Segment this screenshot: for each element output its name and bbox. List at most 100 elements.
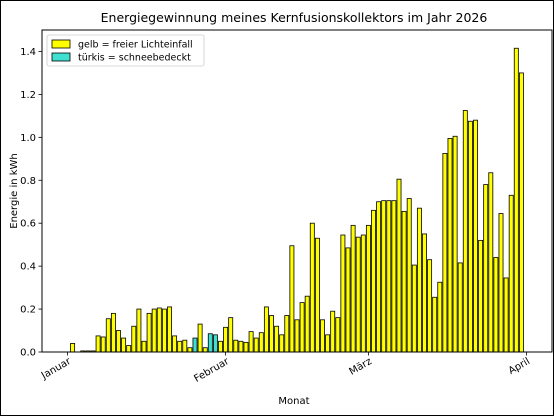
y-tick-label: 0.6	[20, 219, 36, 230]
legend-label-snow: türkis = schneebedeckt	[78, 53, 191, 64]
bar-2026-02-12	[279, 334, 285, 353]
bar-2026-03-20	[462, 110, 468, 353]
bar-2026-02-02	[228, 317, 234, 353]
bar-2026-03-14	[432, 296, 438, 353]
bar-2026-03-12	[422, 233, 427, 353]
bar-2026-02-05	[243, 341, 249, 353]
bar-2026-01-26	[192, 337, 198, 353]
bar-2026-02-18	[309, 222, 315, 353]
bar-2026-02-23	[335, 317, 341, 353]
bar-2026-03-04	[381, 200, 387, 353]
bar-2026-03-01	[365, 224, 371, 353]
x-axis-label: Monat	[278, 396, 309, 407]
bar-2026-03-07	[396, 178, 402, 353]
bar-2026-01-28	[202, 347, 208, 353]
bar-2026-03-23	[478, 239, 484, 353]
bar-2026-03-09	[406, 198, 412, 353]
plot-area-frame	[41, 29, 553, 353]
bar-2026-02-13	[284, 315, 290, 353]
bar-2026-03-22	[473, 119, 478, 353]
bar-2026-01-30	[212, 334, 218, 353]
bar-2026-01-10	[110, 312, 116, 353]
bar-2026-03-24	[483, 184, 489, 353]
y-tick-label: 1.4	[20, 47, 36, 58]
bar-2026-01-24	[182, 339, 188, 353]
bar-2026-03-29	[508, 194, 514, 353]
bar-2026-03-31	[518, 72, 524, 353]
legend: gelb = freier Lichteinfall türkis = schn…	[46, 34, 205, 67]
bar-2026-01-25	[187, 347, 193, 353]
legend-swatch-free	[51, 39, 71, 49]
bar-2026-02-20	[320, 319, 325, 353]
legend-label-free: gelb = freier Lichteinfall	[78, 40, 193, 51]
bar-2026-02-06	[248, 331, 254, 353]
bar-2026-03-11	[416, 207, 422, 353]
bar-2026-02-27	[355, 236, 361, 353]
bar-2026-03-27	[498, 213, 504, 353]
bar-2026-03-06	[391, 200, 397, 353]
bar-2026-02-14	[289, 245, 295, 353]
bar-2026-03-17	[447, 138, 453, 353]
bar-2026-01-15	[136, 308, 142, 353]
bar-2026-02-10	[269, 315, 274, 353]
y-axis: 0.0 0.2 0.4 0.6 0.8 1.0 1.2 1.4	[20, 47, 42, 359]
bar-2026-01-22	[172, 335, 178, 353]
bar-2026-01-08	[100, 336, 106, 353]
bar-2026-01-11	[116, 330, 121, 353]
bar-2026-01-31	[218, 340, 223, 353]
bar-2026-02-16	[299, 302, 305, 353]
bar-2026-03-25	[488, 172, 494, 353]
bar-2026-02-08	[258, 332, 264, 353]
chart-title: Energiegewinnung meines Kernfusionskolle…	[101, 10, 488, 25]
bar-2026-03-15	[437, 281, 443, 353]
bar-2026-01-16	[141, 340, 147, 353]
y-tick-label: 1.0	[20, 133, 36, 144]
bar-2026-03-10	[411, 264, 417, 353]
bar-2026-02-24	[340, 234, 346, 353]
y-tick-label: 0.4	[20, 262, 36, 273]
bar-2026-01-07	[95, 335, 101, 353]
bar-2026-03-26	[493, 257, 499, 353]
bar-2026-02-17	[304, 295, 310, 353]
bar-2026-02-03	[233, 339, 239, 353]
bar-2026-02-09	[263, 306, 269, 353]
bar-2026-03-02	[371, 209, 376, 353]
bar-2026-03-28	[503, 277, 509, 353]
bar-2026-03-19	[457, 262, 463, 353]
bar-2026-03-05	[386, 200, 392, 353]
bar-2026-01-18	[151, 308, 157, 353]
bar-2026-03-03	[376, 201, 382, 353]
bar-2026-01-14	[131, 325, 137, 353]
bar-2026-01-21	[167, 306, 172, 353]
bar-2026-01-29	[207, 333, 213, 353]
bar-2026-02-21	[325, 334, 331, 353]
bar-2026-02-01	[223, 326, 229, 353]
bar-2026-02-19	[314, 237, 320, 353]
y-tick-label: 0.8	[20, 176, 36, 187]
y-axis-label: Energie in kWh	[9, 153, 20, 229]
bar-2026-02-07	[253, 337, 259, 353]
bar-2026-01-09	[105, 318, 111, 353]
bar-2026-03-30	[513, 47, 519, 353]
bar-2026-03-13	[427, 259, 433, 353]
y-tick-label: 0.2	[20, 305, 36, 316]
bar-2026-02-04	[238, 340, 244, 353]
y-tick-label: 1.2	[20, 90, 36, 101]
bar-2026-03-08	[401, 210, 407, 353]
bar-2026-02-22	[330, 310, 336, 353]
bar-2026-01-19	[156, 307, 162, 353]
bar-2026-01-23	[177, 340, 183, 353]
bar-2026-01-02	[70, 343, 76, 353]
bar-2026-01-20	[161, 308, 167, 353]
bar-2026-01-13	[126, 345, 132, 353]
legend-box	[46, 34, 205, 67]
bar-2026-02-11	[274, 325, 280, 353]
bar-2026-03-16	[442, 153, 448, 353]
bar-2026-02-25	[345, 247, 351, 353]
legend-swatch-snow	[51, 52, 71, 62]
bar-2026-03-18	[452, 135, 458, 353]
bar-2026-02-15	[294, 319, 300, 353]
y-tick-label: 0.0	[20, 348, 36, 359]
